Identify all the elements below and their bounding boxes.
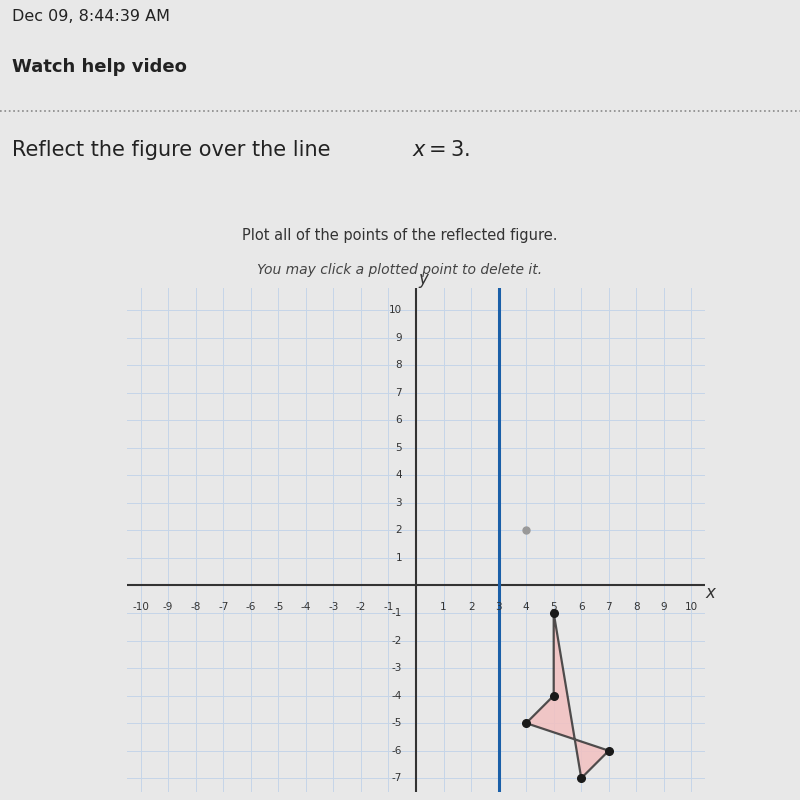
Text: 7: 7: [606, 602, 612, 612]
Text: -1: -1: [392, 608, 402, 618]
Text: 2: 2: [396, 526, 402, 535]
Text: -3: -3: [392, 663, 402, 673]
Text: 1: 1: [440, 602, 447, 612]
Text: -1: -1: [383, 602, 394, 612]
Text: -2: -2: [356, 602, 366, 612]
Text: -3: -3: [328, 602, 338, 612]
Text: $x = 3.$: $x = 3.$: [412, 140, 470, 160]
Text: 8: 8: [396, 360, 402, 370]
Text: -5: -5: [273, 602, 283, 612]
Text: 7: 7: [396, 388, 402, 398]
Text: 9: 9: [661, 602, 667, 612]
Text: -7: -7: [218, 602, 229, 612]
Text: 9: 9: [396, 333, 402, 342]
Text: Reflect the figure over the line: Reflect the figure over the line: [12, 140, 337, 160]
Text: 5: 5: [396, 442, 402, 453]
Text: -8: -8: [190, 602, 201, 612]
Text: 10: 10: [389, 305, 402, 315]
Text: Plot all of the points of the reflected figure.: Plot all of the points of the reflected …: [242, 228, 558, 242]
Text: -5: -5: [392, 718, 402, 728]
Text: -7: -7: [392, 774, 402, 783]
Text: 5: 5: [550, 602, 557, 612]
Text: -4: -4: [392, 690, 402, 701]
Text: -4: -4: [301, 602, 311, 612]
Text: -10: -10: [132, 602, 149, 612]
Text: Watch help video: Watch help video: [12, 58, 187, 76]
Polygon shape: [526, 613, 609, 778]
Text: 3: 3: [396, 498, 402, 508]
Text: 6: 6: [578, 602, 585, 612]
Text: 2: 2: [468, 602, 474, 612]
Text: -6: -6: [246, 602, 256, 612]
Text: x: x: [706, 584, 716, 602]
Text: y: y: [418, 270, 429, 288]
Text: Dec 09, 8:44:39 AM: Dec 09, 8:44:39 AM: [12, 9, 170, 24]
Text: 1: 1: [396, 553, 402, 563]
Text: 6: 6: [396, 415, 402, 425]
Text: You may click a plotted point to delete it.: You may click a plotted point to delete …: [258, 262, 542, 277]
Text: 10: 10: [685, 602, 698, 612]
Text: -6: -6: [392, 746, 402, 756]
Text: -2: -2: [392, 635, 402, 646]
Text: 4: 4: [396, 470, 402, 480]
Text: 4: 4: [523, 602, 530, 612]
Text: 8: 8: [633, 602, 640, 612]
Text: 3: 3: [495, 602, 502, 612]
Text: -9: -9: [163, 602, 174, 612]
